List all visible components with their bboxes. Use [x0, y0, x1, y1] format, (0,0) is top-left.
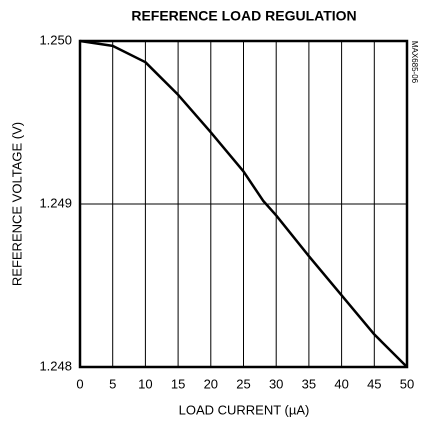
- y-tick-label: 1.248: [39, 358, 72, 373]
- x-tick-label: 10: [138, 376, 152, 391]
- x-tick-label: 40: [334, 376, 348, 391]
- plot-frame: [78, 39, 409, 369]
- x-axis-label: LOAD CURRENT (µA): [179, 402, 310, 417]
- data-line: [79, 39, 408, 368]
- chart-title: REFERENCE LOAD REGULATION: [131, 8, 356, 24]
- x-tick-label: 5: [109, 376, 116, 391]
- x-tick-label: 30: [269, 376, 283, 391]
- x-tick-label: 15: [171, 376, 185, 391]
- y-tick-label: 1.250: [39, 32, 72, 47]
- x-tick-label: 50: [400, 376, 414, 391]
- y-axis-label: REFERENCE VOLTAGE (V): [9, 122, 24, 286]
- x-tick-label: 35: [302, 376, 316, 391]
- x-tick-label: 0: [76, 376, 83, 391]
- x-tick-label: 45: [367, 376, 381, 391]
- y-tick-label: 1.249: [39, 195, 72, 210]
- x-tick-label: 20: [204, 376, 218, 391]
- x-tick-label: 25: [236, 376, 250, 391]
- annotation: MAX685-06: [410, 41, 419, 84]
